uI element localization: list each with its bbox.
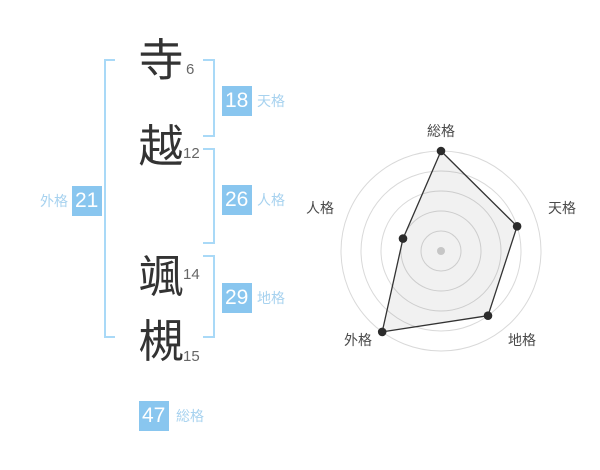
gaikaku-value-badge: 21 [72,186,102,216]
gaikaku-label: 外格 [40,193,68,209]
radar-axis-label-1: 天格 [548,200,576,216]
radar-grid-ring [420,230,462,272]
radar-data-point [436,146,446,156]
surname-char-2: 越 [138,121,184,172]
tenkaku-bracket [203,59,215,137]
stroke-count-2: 12 [183,145,200,162]
radar-axis-label-0: 総格 [427,123,455,139]
chikaku-value-badge: 29 [222,283,252,313]
chikaku-label: 地格 [257,290,285,306]
radar-value-polygon [381,150,518,333]
radar-axis-label-4: 人格 [306,200,334,216]
radar-data-point [377,327,387,337]
stroke-count-4: 15 [183,348,200,365]
tenkaku-label: 天格 [257,93,285,109]
chikaku-bracket [203,255,215,338]
stroke-count-1: 6 [186,61,195,78]
givenname-char-2: 槻 [138,316,184,367]
radar-grid-ring [400,210,482,292]
jinkaku-label: 人格 [257,192,285,208]
radar-center-dot [437,247,445,255]
radar-data-point [512,222,522,231]
jinkaku-bracket [203,148,215,244]
jinkaku-value-badge: 26 [222,185,252,215]
soukaku-label: 総格 [176,408,204,424]
radar-axis-label-2: 地格 [508,332,536,348]
radar-grid-ring [380,190,502,312]
stroke-count-3: 14 [183,266,200,283]
gaikaku-bracket [104,59,115,338]
radar-data-point [483,311,493,320]
radar-axis-label-3: 外格 [344,332,372,348]
radar-data-point [398,234,408,243]
radar-grid-ring [360,170,522,332]
tenkaku-value-badge: 18 [222,86,252,116]
givenname-char-1: 颯 [138,251,184,302]
soukaku-value-badge: 47 [139,401,169,431]
surname-char-1: 寺 [138,35,184,86]
